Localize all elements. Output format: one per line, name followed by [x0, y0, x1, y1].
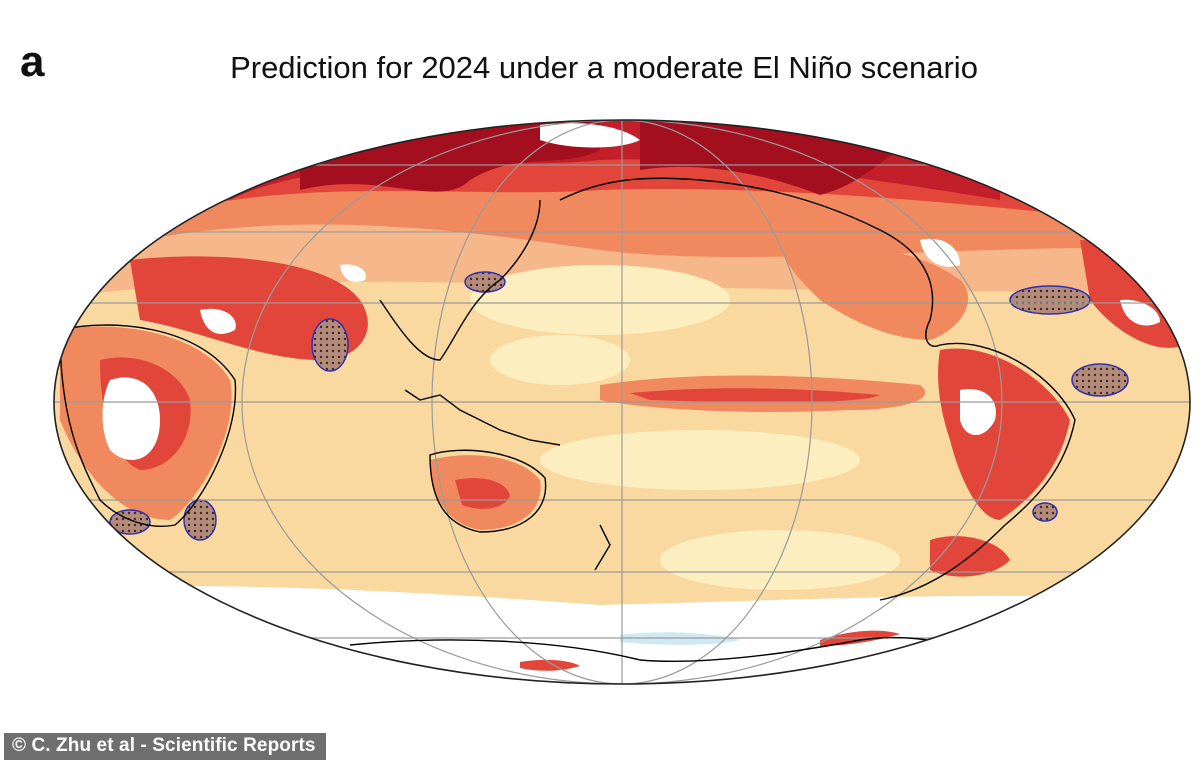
arabia-white [200, 308, 236, 334]
sahara-white [102, 377, 160, 460]
tropical-atlantic-stipple [1071, 363, 1129, 397]
panel-label: a [20, 37, 45, 86]
amazon-white [960, 389, 996, 435]
south-pacific-light [540, 430, 860, 490]
south-atlantic-stipple [1032, 502, 1058, 522]
asia-white-patch [340, 264, 366, 282]
globe-border [53, 119, 1191, 685]
atlantic-stipple [1009, 285, 1091, 315]
arctic-white [540, 123, 640, 148]
antarctica-white [350, 637, 950, 684]
south-africa-stipple [109, 509, 151, 535]
north-pacific-light [470, 265, 730, 335]
figure-title: Prediction for 2024 under a moderate El … [230, 50, 978, 85]
map-fill-layer [54, 120, 1190, 684]
enso-band-red [630, 388, 880, 403]
image-credit: © C. Zhu et al - Scientific Reports [4, 733, 326, 760]
india-stipple [311, 318, 349, 372]
east-asia-stipple [464, 271, 506, 293]
antarctic-red-spot [520, 659, 580, 671]
australia-red [455, 478, 510, 509]
coastline-outline [59, 177, 1076, 662]
madagascar-stipple [183, 499, 217, 541]
europe-asia-red [130, 256, 368, 360]
north-atlantic-red [1080, 240, 1190, 348]
west-pacific-light [490, 335, 630, 385]
europe-white [1120, 299, 1160, 326]
north-america-orange [780, 240, 969, 340]
